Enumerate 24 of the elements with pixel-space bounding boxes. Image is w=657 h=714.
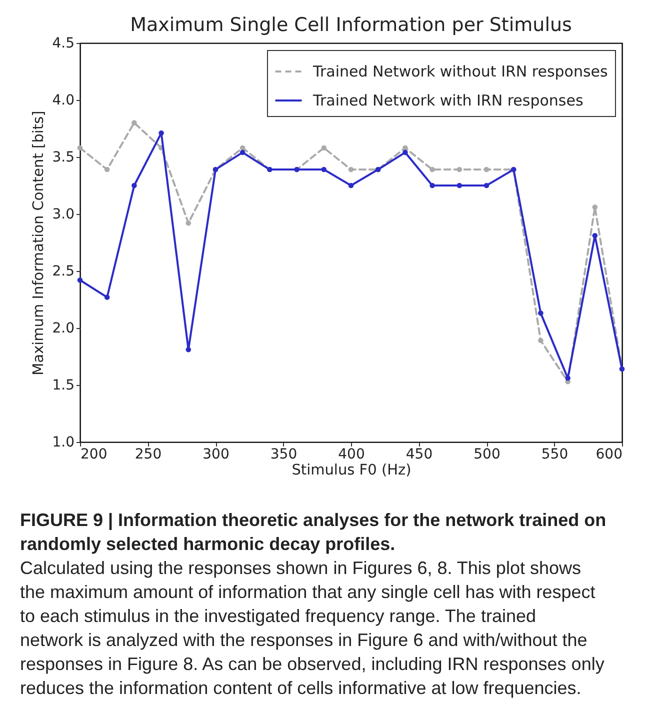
y-tick-label: 3.0 — [52, 206, 74, 222]
y-tick-label: 4.5 — [52, 36, 74, 52]
x-tick-label: 500 — [474, 446, 500, 462]
x-tick-label: 600 — [596, 446, 622, 462]
text: Calculated using the responses shown in Figures 6, 8. This plot shows the maximum amount of information that any single cell has with respect to each stimulus in the investigated frequency range. The trained network is analyzed with the responses in Figure 6 and with/without the responses in Figure 8. As can be observed, including IRN responses only reduces the information content of cells informative at low frequencies. — [20, 558, 604, 698]
x-tick-label: 550 — [541, 446, 568, 462]
y-axis-title: Maximum Information Content [bits] — [31, 110, 48, 376]
legend-label: Trained Network with IRN responses — [312, 92, 584, 110]
y-tick-label: 2.0 — [52, 320, 74, 336]
x-tick-label: 300 — [202, 446, 230, 462]
legend-label: Trained Network without IRN responses — [312, 62, 608, 80]
y-tick-label: 4.0 — [52, 92, 74, 108]
x-tick-label: 250 — [134, 446, 162, 462]
y-tick-label: 1.5 — [52, 378, 74, 394]
caption: FIGURE 9 | Information theoretic analyses for the network trained on randomly selected harmonic decay profiles. — [20, 510, 606, 554]
y-tick-label: 2.5 — [52, 264, 74, 280]
x-tick-label: 400 — [338, 446, 365, 462]
chart-title: Maximum Single Cell Information per Stimulus — [130, 14, 572, 36]
y-tick-label: 1.0 — [52, 434, 74, 450]
x-tick-label: 350 — [270, 446, 298, 462]
x-axis-title: Stimulus F0 (Hz) — [292, 462, 412, 478]
x-tick-label: 200 — [80, 446, 108, 462]
x-tick-label: 450 — [406, 446, 433, 462]
y-tick-label: 3.5 — [52, 150, 74, 166]
